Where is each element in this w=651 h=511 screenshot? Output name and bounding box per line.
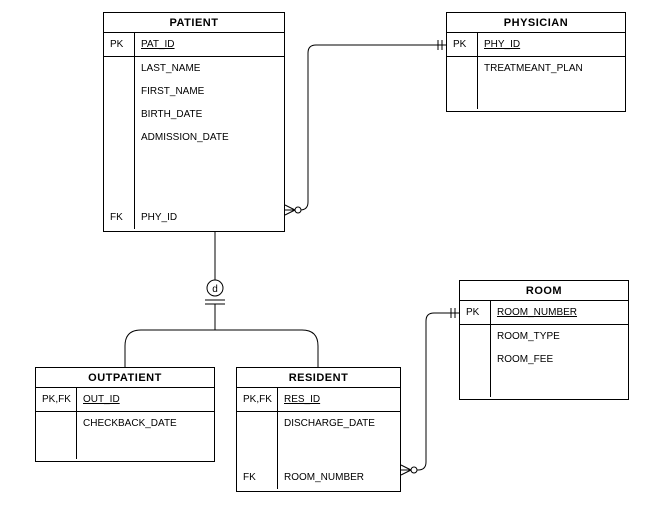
entity-title: RESIDENT [237, 368, 400, 388]
entity-outpatient: OUTPATIENT PK,FK OUT_ID CHECKBACK_DATE [35, 367, 215, 462]
attr: ROOM_FEE [491, 348, 628, 371]
attr: CHECKBACK_DATE [77, 412, 214, 435]
fk-attr: ROOM_NUMBER [278, 466, 400, 489]
entity-room: ROOM PK ROOM_NUMBER ROOM_TYPE ROOM_FEE [459, 280, 629, 400]
er-diagram-canvas: PATIENT PK FK PAT_ID LAST_NAME FIRST_NAM… [0, 0, 651, 511]
key-label-fk: FK [237, 466, 277, 489]
fk-attr: PHY_ID [135, 206, 284, 229]
attr: ROOM_TYPE [491, 325, 628, 348]
key-label-pk: PK,FK [36, 388, 76, 412]
pk-attr: RES_ID [278, 388, 400, 412]
key-label-pk: PK [460, 301, 490, 325]
entity-physician: PHYSICIAN PK PHY_ID TREATMEANT_PLAN [446, 12, 626, 112]
disjoint-label: d [212, 284, 218, 295]
pk-attr: PAT_ID [135, 33, 284, 57]
entity-resident: RESIDENT PK,FK FK RES_ID DISCHARGE_DATE … [236, 367, 401, 492]
pk-attr: ROOM_NUMBER [491, 301, 628, 325]
attr: DISCHARGE_DATE [278, 412, 400, 435]
attr: ADMISSION_DATE [135, 126, 284, 149]
key-label-pk: PK,FK [237, 388, 277, 412]
attr: FIRST_NAME [135, 80, 284, 103]
entity-title: PATIENT [104, 13, 284, 33]
attr: TREATMEANT_PLAN [478, 57, 625, 80]
entity-title: OUTPATIENT [36, 368, 214, 388]
entity-title: PHYSICIAN [447, 13, 625, 33]
pk-attr: OUT_ID [77, 388, 214, 412]
key-label-pk: PK [104, 33, 134, 57]
entity-patient: PATIENT PK FK PAT_ID LAST_NAME FIRST_NAM… [103, 12, 285, 232]
attr: LAST_NAME [135, 57, 284, 80]
key-label-fk: FK [104, 206, 134, 229]
key-label-pk: PK [447, 33, 477, 57]
entity-title: ROOM [460, 281, 628, 301]
pk-attr: PHY_ID [478, 33, 625, 57]
attr: BIRTH_DATE [135, 103, 284, 126]
